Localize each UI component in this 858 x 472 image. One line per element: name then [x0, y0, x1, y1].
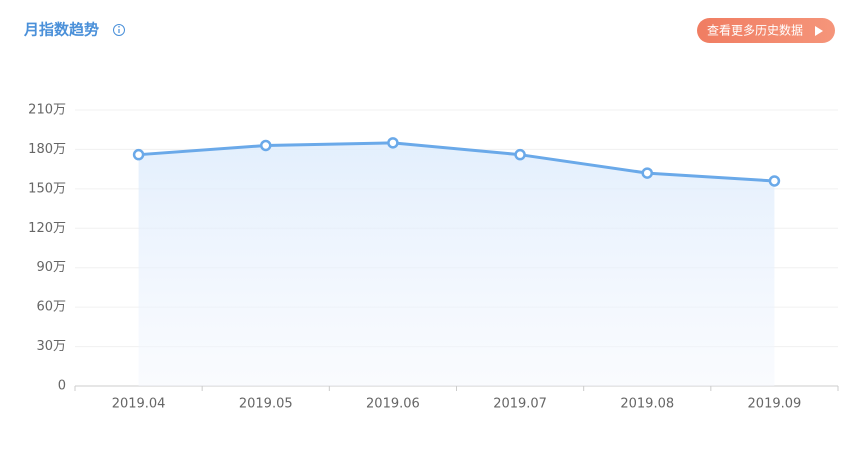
point: [260, 139, 272, 152]
x-tick-label: 2019.07: [493, 397, 547, 412]
y-tick-label: 210万: [28, 103, 66, 118]
info-icon[interactable]: [113, 24, 125, 36]
point: [514, 148, 526, 161]
point: [132, 148, 145, 161]
y-tick-label: 60万: [36, 300, 66, 315]
x-tick-label: 2019.09: [748, 397, 802, 412]
point: [641, 167, 653, 179]
y-tick-label: 90万: [36, 260, 66, 275]
point: [387, 137, 399, 149]
y-tick-label: 120万: [28, 221, 66, 236]
history-button[interactable]: 查看更多历史数据: [697, 18, 835, 43]
y-tick-label: 30万: [36, 339, 66, 354]
area: [138, 142, 775, 386]
x-tick-label: 2019.06: [366, 397, 420, 412]
line: [138, 141, 775, 183]
x-tick-label: 2019.08: [620, 397, 674, 412]
y-tick-label: 0: [58, 379, 66, 394]
x-tick-label: 2019.05: [239, 397, 293, 412]
y-tick-label: 150万: [28, 181, 66, 196]
x-tick-label: 2019.04: [112, 397, 166, 412]
chart-title: 月指数趋势: [23, 21, 99, 39]
point: [768, 175, 781, 187]
button-bg: [697, 18, 835, 43]
y-tick-label: 180万: [28, 142, 66, 157]
button-label: 查看更多历史数据: [707, 23, 803, 38]
button-arrow: [815, 26, 823, 36]
